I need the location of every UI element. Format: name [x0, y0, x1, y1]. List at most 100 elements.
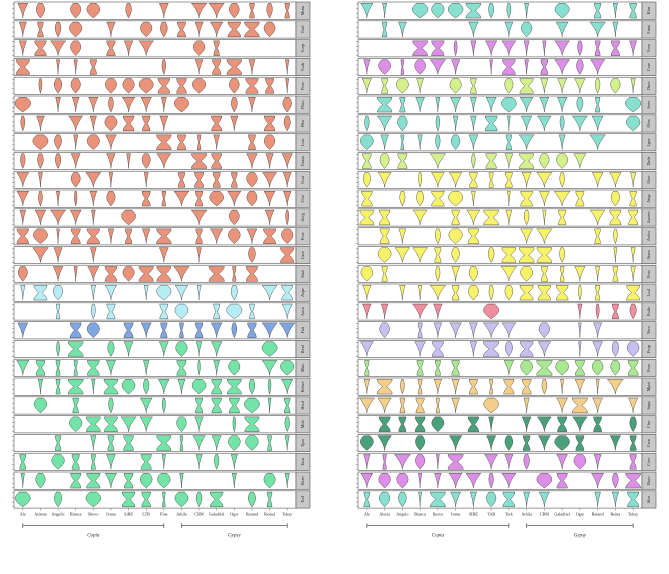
violin-mark — [38, 78, 43, 95]
facet-row: Aacem — [356, 208, 657, 227]
violin-mark — [156, 153, 172, 169]
violin-mark — [399, 397, 406, 414]
violin-mark — [71, 454, 80, 470]
violin-mark — [89, 115, 97, 131]
facet-strip-label: Ohrs — [646, 119, 651, 128]
facet-row: Hvul — [12, 396, 311, 415]
violin-mark — [610, 78, 621, 94]
violin-mark — [248, 247, 256, 263]
violin-mark — [382, 21, 388, 38]
violin-mark — [192, 78, 207, 94]
facet-strip-label: Vcen — [646, 43, 651, 53]
violin-mark — [488, 416, 494, 432]
bracket-label: Gypsy — [228, 534, 241, 539]
violin-mark — [418, 473, 423, 489]
violin-mark — [414, 416, 426, 432]
violin-mark — [194, 191, 204, 207]
facet-row: Pcoc — [12, 76, 311, 95]
violin-mark — [469, 322, 478, 338]
violin-mark — [594, 40, 601, 56]
violin-mark — [448, 191, 463, 207]
violin-mark — [69, 209, 82, 225]
violin-mark — [263, 473, 276, 489]
facet-strip-label: Cver — [646, 457, 651, 466]
violin-mark — [54, 435, 62, 451]
violin-mark — [208, 3, 225, 19]
facet-strip — [295, 227, 311, 246]
violin-mark — [229, 78, 240, 94]
facet-row: Sepa — [356, 396, 657, 415]
violin-mark — [379, 153, 390, 169]
violin-mark — [501, 247, 517, 263]
violin-mark — [249, 3, 255, 19]
violin-mark — [73, 266, 78, 282]
violin-mark — [536, 172, 553, 188]
violin-mark — [469, 341, 477, 357]
violin-mark — [540, 59, 549, 75]
violin-mark — [32, 134, 49, 150]
violin-mark — [574, 379, 586, 395]
violin-mark — [362, 303, 372, 319]
violin-mark — [210, 341, 223, 357]
violin-mark — [244, 21, 260, 38]
violin-mark — [609, 435, 621, 451]
violin-mark — [361, 78, 372, 94]
violin-mark — [541, 379, 548, 395]
violin-mark — [140, 97, 152, 113]
facet-strip — [295, 452, 311, 471]
violin-mark — [417, 134, 423, 150]
violin-mark — [105, 78, 117, 94]
violin-mark — [363, 59, 371, 75]
violin-mark — [630, 266, 636, 282]
x-tick-label: Tork — [505, 512, 514, 517]
violin-mark — [470, 40, 477, 56]
violin-mark — [214, 454, 220, 470]
facet-row: Aher — [356, 170, 657, 189]
x-tick-label: Alesia — [379, 512, 390, 517]
x-tick-label: LTR — [142, 512, 150, 517]
violin-mark — [123, 322, 134, 338]
violin-mark — [589, 21, 606, 37]
violin-mark — [209, 228, 224, 244]
violin-mark — [451, 285, 460, 301]
violin-mark — [628, 397, 639, 413]
violin-mark — [173, 266, 190, 282]
violin-mark — [501, 473, 517, 489]
violin-mark — [415, 397, 425, 414]
violin-mark — [19, 454, 27, 470]
facet-strip — [295, 302, 311, 321]
violin-mark — [542, 40, 547, 56]
violin-mark — [595, 266, 601, 282]
facet-row: Cver — [356, 452, 657, 471]
violin-mark — [466, 209, 481, 225]
facet-row: Gmax — [12, 152, 311, 170]
facet-strip — [295, 264, 311, 283]
violin-mark — [625, 473, 641, 489]
violin-mark — [209, 491, 224, 508]
facet-strip — [641, 358, 657, 377]
violin-mark — [122, 78, 135, 94]
violin-mark — [418, 491, 422, 507]
violin-mark — [574, 78, 586, 94]
facet-strip-label: Trad — [300, 25, 305, 34]
violin-mark — [16, 360, 30, 376]
violin-mark — [431, 341, 444, 357]
violin-mark — [416, 191, 424, 207]
violin-mark — [33, 285, 48, 301]
facet-strip-label: Gmax — [300, 155, 305, 166]
facet-row: Dsco — [356, 76, 657, 95]
facet-row: Atup — [356, 189, 657, 208]
violin-mark — [196, 134, 202, 150]
violin-mark — [451, 247, 460, 263]
facet-strip-label: Tpra — [300, 439, 305, 447]
violin-mark — [482, 341, 500, 357]
violin-mark — [104, 285, 118, 301]
facet-strip — [641, 452, 657, 471]
facet-row: Grai — [12, 170, 311, 189]
facet-row: Bcen — [12, 471, 311, 490]
facet-strip-label: Aofm — [646, 231, 651, 242]
violin-mark — [15, 59, 30, 75]
violin-mark — [523, 454, 530, 470]
violin-mark — [612, 266, 619, 282]
violin-mark — [67, 379, 84, 395]
